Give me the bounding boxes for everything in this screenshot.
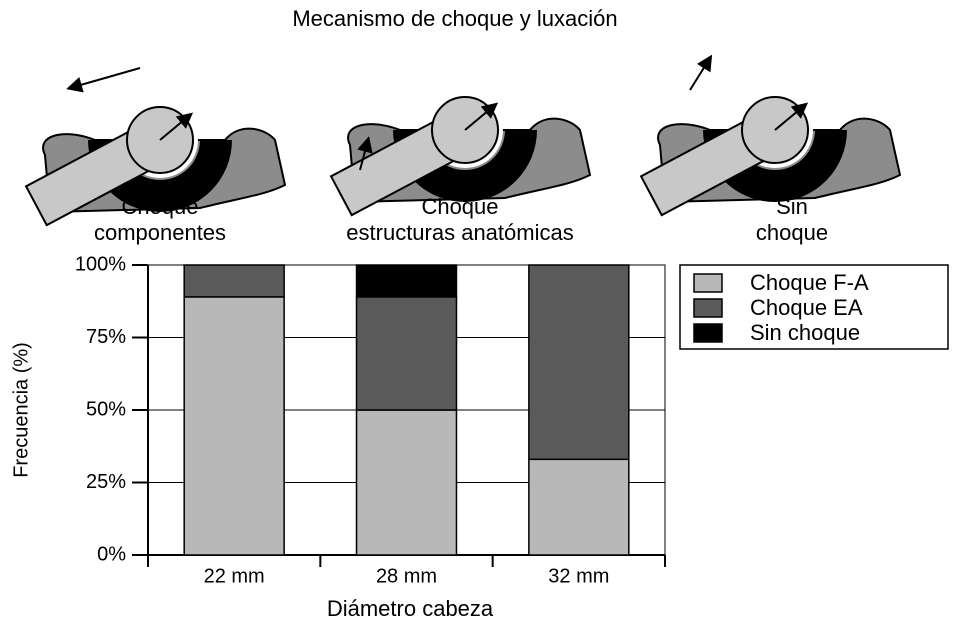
caption: choque <box>756 220 828 245</box>
bar-segment <box>528 264 630 461</box>
bar-segment <box>355 409 458 556</box>
x-tick-label: 22 mm <box>204 565 265 587</box>
x-tick-label: 32 mm <box>548 565 609 587</box>
bar-segment <box>528 458 630 556</box>
figure-title: Mecanismo de choque y luxación <box>292 6 617 31</box>
illustration-1 <box>26 67 285 225</box>
illustration-2 <box>331 92 590 215</box>
y-tick-label: 75% <box>86 326 126 348</box>
x-tick-label: 28 mm <box>376 565 437 587</box>
caption: Sin <box>776 194 808 219</box>
legend-swatch <box>693 298 723 318</box>
legend-label: Choque F-A <box>750 270 869 295</box>
y-tick-label: 100% <box>75 253 126 275</box>
caption: estructuras anatómicas <box>346 220 573 245</box>
bar-segment <box>355 296 458 411</box>
x-axis-label: Diámetro cabeza <box>327 596 494 621</box>
y-axis-label: Frecuencia (%) <box>10 342 32 478</box>
bar-segment <box>355 264 458 298</box>
legend-frame <box>679 264 949 350</box>
bar-segment <box>183 296 285 556</box>
y-tick-label: 50% <box>86 398 126 420</box>
caption: componentes <box>94 220 226 245</box>
legend-swatch <box>693 273 723 293</box>
y-tick-label: 25% <box>86 471 126 493</box>
caption: Choque <box>121 194 198 219</box>
illustration-3 <box>641 54 900 215</box>
legend-label: Choque EA <box>750 295 863 320</box>
y-tick-label: 0% <box>97 543 126 565</box>
caption: Choque <box>421 194 498 219</box>
legend-swatch <box>693 323 723 343</box>
legend-label: Sin choque <box>750 320 860 345</box>
bar-segment <box>183 264 285 298</box>
